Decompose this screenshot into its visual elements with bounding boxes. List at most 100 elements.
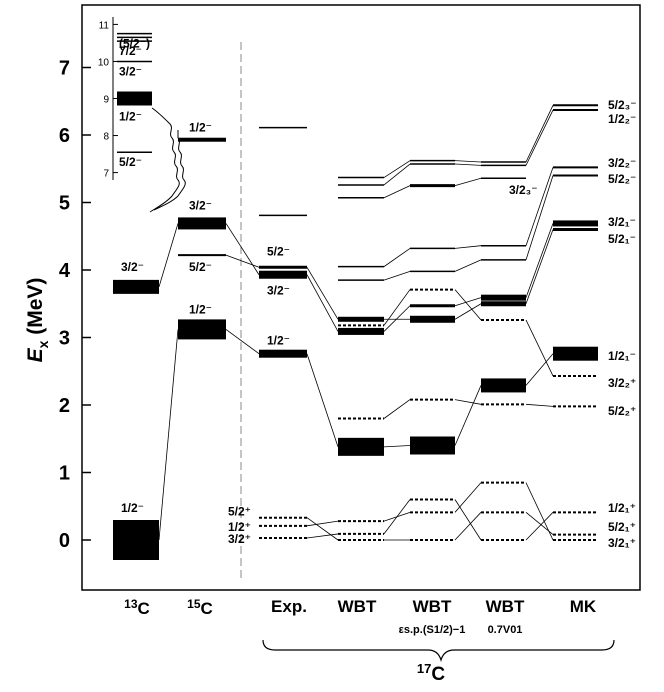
level-connector [383,511,411,522]
level-label: 5/2⁺ [228,505,251,519]
level-connector [525,105,554,163]
level-connector [525,175,554,260]
level-label: 3/2₁⁺ [608,536,636,550]
level-connector [454,289,482,321]
level-connector [525,403,554,407]
inset-break-curve [153,137,186,211]
y-tick-label: 0 [59,530,70,552]
y-tick-label: 3 [59,328,70,350]
level-connector [383,248,411,267]
column-sublabel: 0.7V01 [488,624,523,636]
level-label: 3/2⁺ [228,532,251,546]
level-connector [525,353,554,386]
group-brace [262,639,615,663]
level-label: 5/2₁⁻ [608,232,636,246]
level-label: 3/2⁻ [189,198,212,212]
level-bar [553,346,598,361]
level-label: 3/2₁⁻ [608,215,636,229]
level-connector [225,329,260,355]
level-bar [178,319,226,340]
level-connector [525,512,554,541]
level-connector [454,482,482,513]
level-label: 3/2⁻ [267,284,290,298]
level-connector [306,517,339,541]
level-connector [454,177,482,187]
y-axis-title: Ex (MeV) [24,278,51,363]
inset-level-label: 1/2⁻ [119,110,142,124]
level-label: 1/2₂⁻ [608,112,636,126]
level-connector [454,303,482,320]
level-connector [306,274,339,332]
inset-level-label: 5/2⁻ [119,155,142,169]
y-tick-label: 5 [59,193,70,215]
level-label: 1/2⁻ [267,334,290,348]
column-label: 13C [124,597,150,618]
level-bar [259,349,307,358]
y-tick-label: 6 [59,125,70,147]
column-label: WBT [413,597,452,616]
level-connector [383,160,411,178]
level-bar [553,220,598,227]
level-connector [454,385,482,446]
level-connector [454,160,482,163]
level-connector [306,353,339,447]
level-connector [454,499,482,541]
level-bar [338,327,384,335]
level-label: 3/2⁻ [121,260,144,274]
inset-tick-label: 8 [103,132,109,143]
level-label: 5/2₃⁻ [608,98,637,112]
level-label: 3/2₂⁻ [608,156,636,170]
level-label: 5/2⁻ [267,244,290,258]
level-label: 1/2⁻ [189,302,212,316]
level-bar [338,437,384,456]
column-sublabel: εs.p.(S1/2)−1 [399,624,466,636]
level-label: 3/2₃⁻ [509,183,538,197]
level-connector [383,163,411,186]
level-connector [383,270,411,281]
group-label: 17C [417,661,445,685]
plot-frame [81,4,641,591]
column-label: WBT [486,597,525,616]
level-connector [225,223,260,275]
level-connector [158,223,179,287]
level-label: 1/2⁺ [228,520,251,534]
level-connector [525,229,554,304]
level-connector [383,399,411,419]
level-label: 5/2₂⁺ [608,404,636,418]
level-bar [338,316,384,322]
level-label: 1/2₁⁻ [608,349,636,363]
inset-tick-label: 11 [99,20,110,31]
level-bar [178,217,226,230]
level-connector [383,445,411,448]
level-bar [178,137,226,142]
level-connector [306,533,339,539]
level-bar [113,279,159,294]
level-connector [383,305,411,332]
inset-tick-label: 9 [103,95,109,106]
level-connector [454,512,482,541]
level-bar [259,270,307,279]
column-label: 15C [187,597,213,618]
level-connector [383,289,411,326]
inset-break-curve [149,107,180,213]
level-connector [306,267,339,320]
level-connector [525,223,554,298]
inset-level-label: 7/2⁻ [119,44,142,58]
column-label: MK [570,597,597,616]
level-label: 5/2⁻ [189,260,212,274]
level-connector [383,185,411,199]
level-bar [113,520,159,560]
level-connector [525,167,554,246]
level-label: 5/2₂⁻ [608,172,636,186]
column-label: WBT [338,597,377,616]
y-tick-label: 7 [59,58,70,80]
level-bar [410,315,455,323]
level-connector [225,254,260,268]
y-tick-label: 4 [59,260,71,282]
level-label: 3/2₂⁺ [608,376,636,390]
level-bar [410,436,455,455]
inset-tick-label: 7 [103,169,109,180]
level-connector [525,482,554,541]
